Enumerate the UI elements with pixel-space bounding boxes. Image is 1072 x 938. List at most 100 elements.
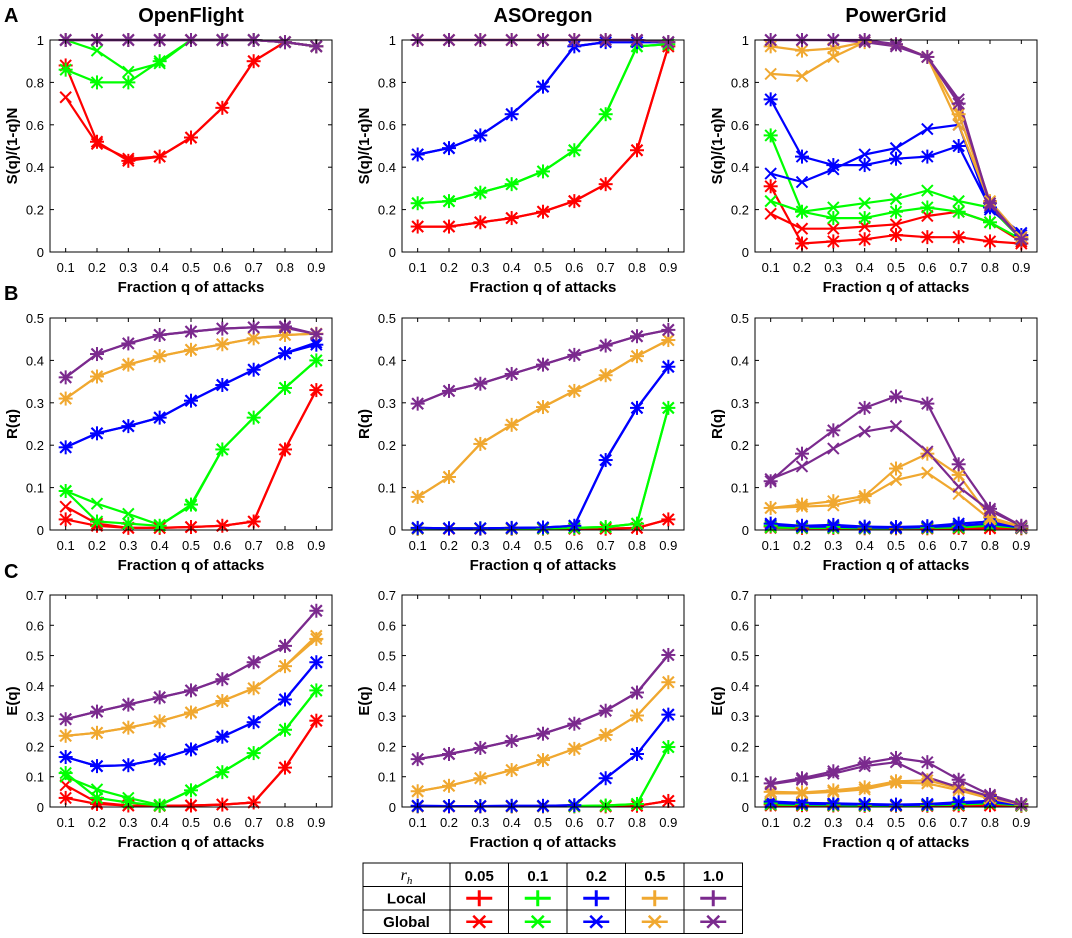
panel-b3-series-global-1.0-line xyxy=(770,425,1022,527)
panel-a1-xtick-label-5: 0.6 xyxy=(213,260,231,275)
panel-c2-xtick-label-0: 0.1 xyxy=(409,815,427,830)
panel-b2-point-global-0.5-4 xyxy=(536,400,550,414)
panel-c3-ytick-label-4: 0.4 xyxy=(731,679,749,694)
panel-b3-ytick-label-2: 0.2 xyxy=(731,438,749,453)
legend-marker-local-0.1 xyxy=(524,890,551,907)
panel-c3-point-global-1.0-3 xyxy=(858,759,871,773)
panel-b1-point-global-0.2-2 xyxy=(122,419,135,433)
panel-c1-point-global-1.0-8 xyxy=(310,604,323,617)
panel-c1-point-global-0.05-6 xyxy=(247,796,260,809)
panel-a3-point-global-0.1-4 xyxy=(889,192,903,206)
panel-a2-point-global-0.05-1 xyxy=(442,220,456,233)
panel-c1-point-global-0.5-3 xyxy=(153,715,166,728)
panel-c1-point-global-0.1-5 xyxy=(216,765,229,779)
panel-c2-point-global-1.0-3 xyxy=(505,734,518,748)
legend-marker-local-0.05 xyxy=(466,890,493,907)
panel-b3-ytick-label-3: 0.3 xyxy=(731,396,749,411)
panel-a3-point-global-0.05-4 xyxy=(889,218,903,231)
panel-c2-axes-box xyxy=(401,594,685,808)
panel-a3-ytick-label-4: 0.8 xyxy=(731,75,749,90)
panel-b1-point-global-0.5-6 xyxy=(247,332,260,345)
panel-b1-point-local-0.05-0 xyxy=(58,512,73,527)
panel-b2-series-global-0.1-line xyxy=(417,407,670,530)
panel-b2-xlabel: Fraction q of attacks xyxy=(470,557,617,574)
panel-b1-point-global-1.0-1 xyxy=(90,347,104,361)
panel-c3-xtick-label-2: 0.3 xyxy=(824,815,842,830)
panel-c3-ytick-label-0: 0 xyxy=(742,800,749,815)
panel-b3-point-global-0.5-1 xyxy=(795,500,809,513)
panel-c1-point-global-0.5-4 xyxy=(184,706,198,719)
panel-c1-point-global-0.5-5 xyxy=(216,694,229,708)
panel-b2-point-global-0.5-1 xyxy=(442,470,456,484)
panel-c1-point-global-0.2-1 xyxy=(90,759,104,773)
panel-a1-xtick-label-3: 0.4 xyxy=(151,260,169,275)
panel-a2-ytick-label-4: 0.8 xyxy=(378,75,396,90)
panel-a3-ytick-label-0: 0 xyxy=(742,245,749,260)
legend-col-0.5: 0.5 xyxy=(644,868,665,885)
panel-c1-point-global-0.2-0 xyxy=(59,750,72,764)
panel-c3-point-global-1.0-0 xyxy=(764,778,777,791)
panel-a2-ytick-label-0: 0 xyxy=(389,245,396,260)
panel-a2-point-global-0.1-4 xyxy=(536,165,550,178)
panel-b3-xtick-label-7: 0.8 xyxy=(981,538,999,553)
panel-a1-xtick-label-1: 0.2 xyxy=(88,260,106,275)
panel-a2-point-global-0.2-4 xyxy=(536,80,550,93)
panel-b3-xtick-label-2: 0.3 xyxy=(824,538,842,553)
panel-a3-ylabel: S(q)/(1-q)N xyxy=(709,108,726,185)
panel-a3-point-global-0.2-4 xyxy=(889,141,903,155)
panel-a2-ytick-label-1: 0.2 xyxy=(378,203,396,218)
panel-b2-xtick-label-1: 0.2 xyxy=(440,538,458,553)
panel-c1-point-global-0.5-8 xyxy=(310,629,323,643)
panel-b1-point-global-0.5-4 xyxy=(184,343,198,357)
panel-a3-series-group xyxy=(763,33,1029,251)
legend-marker-local-0.5 xyxy=(641,890,668,907)
panel-c1-point-global-1.0-6 xyxy=(247,656,260,669)
panel-b3-point-global-0.5-5 xyxy=(921,466,934,479)
panel-a1-xtick-label-2: 0.3 xyxy=(119,260,137,275)
panel-c2: 0 0.1 0.2 0.3 0.4 0.5 0.6 0.7 0.1 0.2 0.3 0.4 0.5 0.6… xyxy=(356,588,685,851)
panel-b3: 0 0.1 0.2 0.3 0.4 0.5 0.1 0.2 0.3 0.4 0.5 0.6 0.7 0.8… xyxy=(709,311,1038,574)
panel-c3-point-global-0.5-2 xyxy=(827,785,840,799)
panel-c2-xtick-label-1: 0.2 xyxy=(440,815,458,830)
panel-c1-point-global-0.05-7 xyxy=(278,761,292,774)
panel-a2-xtick-label-6: 0.7 xyxy=(597,260,615,275)
panel-b1-point-global-0.05-7 xyxy=(278,443,292,456)
panel-c3-point-global-0.5-4 xyxy=(889,776,903,789)
panel-b3-xlabel: Fraction q of attacks xyxy=(823,557,970,574)
panel-b3-xtick-label-4: 0.5 xyxy=(887,538,905,553)
panel-a3-point-local-0.1-2 xyxy=(826,211,841,226)
panel-a1-point-global-0.1-3 xyxy=(153,57,166,70)
panel-b1-point-global-0.1-7 xyxy=(278,381,292,395)
legend-col-1.0: 1.0 xyxy=(703,868,724,885)
panel-b1-point-global-0.05-5 xyxy=(216,519,229,532)
panel-b3-point-global-1.0-7 xyxy=(983,504,997,518)
panel-a2-point-global-0.05-5 xyxy=(568,194,581,208)
panel-a3-point-global-0.1-0 xyxy=(764,194,777,208)
panel-a1-ylabel: S(q)/(1-q)N xyxy=(4,108,21,185)
panel-c2-series-local-1.0-line xyxy=(417,654,670,761)
panel-c1-ytick-label-5: 0.5 xyxy=(26,649,44,664)
panel-a3-point-global-0.1-2 xyxy=(827,201,840,214)
panel-a3-point-global-0.1-5 xyxy=(921,184,934,197)
panel-c1-point-global-0.2-7 xyxy=(278,693,292,706)
panel-b1-point-global-0.2-0 xyxy=(59,441,72,454)
panel-a3-point-local-0.1-3 xyxy=(857,211,872,226)
panel-a2-point-global-0.1-0 xyxy=(411,197,424,210)
panel-a3-point-global-0.5-6 xyxy=(952,118,965,132)
panel-a2-point-global-0.05-4 xyxy=(536,205,550,218)
panel-a1-series-group xyxy=(58,33,324,168)
panel-b2-point-global-1.0-8 xyxy=(662,323,675,337)
panel-b1-ytick-label-3: 0.3 xyxy=(26,396,44,411)
panel-b1-point-global-1.0-6 xyxy=(247,321,260,334)
panel-b1-point-global-0.2-3 xyxy=(153,411,166,424)
panel-b1-point-global-1.0-4 xyxy=(184,325,198,338)
legend-marker-global-0.2 xyxy=(583,914,610,929)
panel-b1-point-global-1.0-7 xyxy=(278,321,292,334)
panel-a1-point-local-0.1-3 xyxy=(152,54,167,69)
panel-a3-xtick-label-7: 0.8 xyxy=(981,260,999,275)
panel-a3-point-local-0.1-5 xyxy=(920,200,935,215)
panel-c2-point-global-1.0-1 xyxy=(442,747,456,761)
panel-b3-ytick-label-0: 0 xyxy=(742,523,749,538)
panel-c2-point-global-0.05-8 xyxy=(662,794,675,808)
panel-c2-ytick-label-6: 0.6 xyxy=(378,618,396,633)
